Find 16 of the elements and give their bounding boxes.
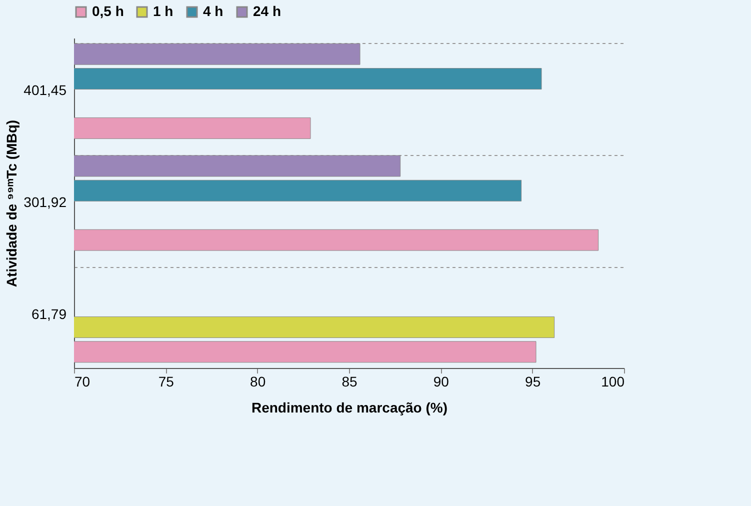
x-tick-label: 85 [342, 374, 358, 390]
x-tick-label: 95 [525, 374, 541, 390]
y-axis-title: Atividade de ⁹⁹ᵐTc (MBq) [4, 120, 20, 288]
x-tick-label: 75 [158, 374, 174, 390]
legend-label: 0,5 h [92, 3, 124, 19]
y-tick-label: 301,92 [24, 194, 67, 210]
legend-label: 1 h [153, 3, 174, 19]
x-tick-label: 100 [601, 374, 625, 390]
y-tick-label: 61,79 [31, 306, 67, 322]
x-axis-title: Rendimento de marcação (%) [251, 400, 448, 416]
legend-label: 24 h [253, 3, 282, 19]
x-tick-label: 90 [433, 374, 450, 390]
y-tick-label: 401,45 [24, 82, 67, 98]
x-tick-label: 80 [250, 374, 266, 390]
legend-label: 4 h [203, 3, 224, 19]
x-tick-label: 70 [74, 374, 90, 390]
